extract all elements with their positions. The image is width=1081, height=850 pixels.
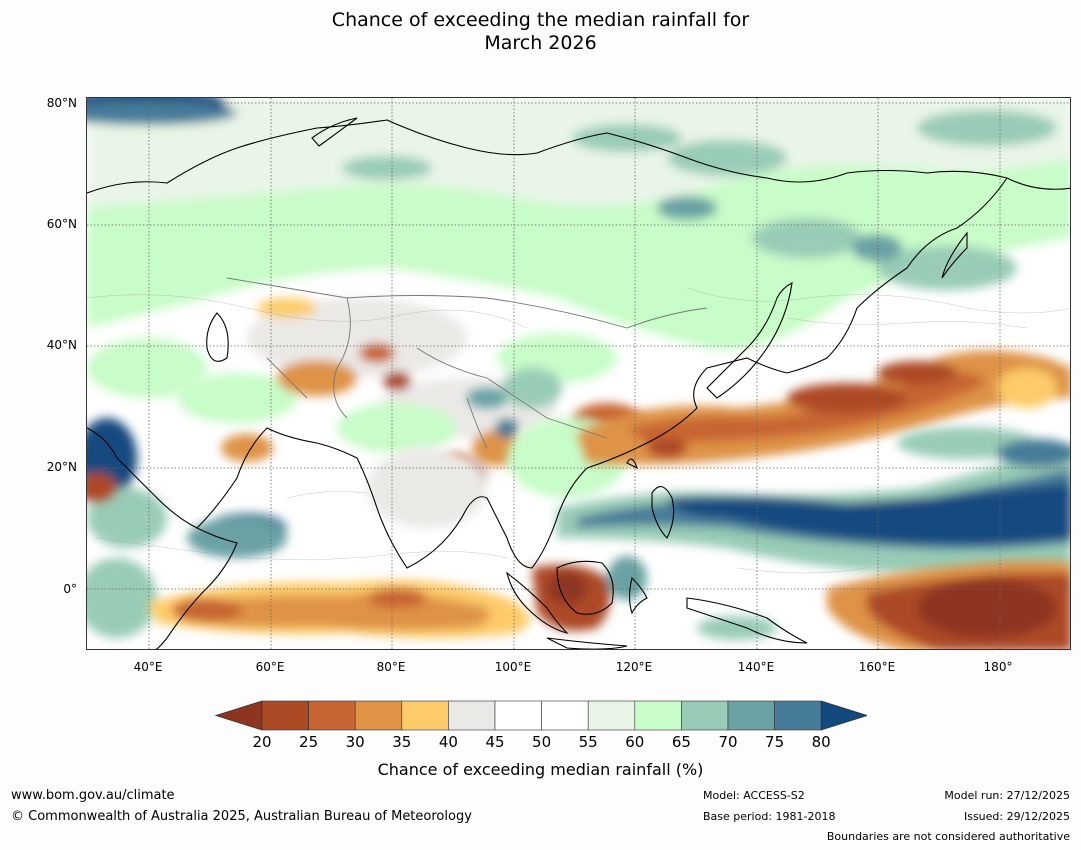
colorbar-extend-high	[820, 700, 867, 731]
lon-label-160e: 160°E	[858, 660, 896, 674]
equatorial-dry-band	[147, 556, 1070, 649]
colorbar-tick-label: 75	[765, 733, 785, 751]
colorbar-tick-label: 45	[485, 733, 505, 751]
colorbar-cell-55-60	[587, 700, 636, 731]
footer-model-run: Model run: 27/12/2025	[944, 789, 1070, 802]
tropical-wet-band	[557, 427, 1070, 575]
lon-label-80e: 80°E	[376, 660, 406, 674]
colorbar-tick-label: 80	[811, 733, 831, 751]
footer-base-period: Base period: 1981-2018	[703, 810, 836, 823]
map-svg	[87, 98, 1070, 649]
colorbar-tick-label: 25	[299, 733, 319, 751]
rainfall-map	[86, 97, 1071, 650]
arabia-region	[87, 338, 287, 638]
footer-issued: Issued: 29/12/2025	[963, 810, 1070, 823]
colorbar-tick-label: 35	[392, 733, 412, 751]
colorbar-tick-label: 40	[438, 733, 458, 751]
colorbar-cell-50-55	[541, 700, 589, 731]
lat-label-40n: 40°N	[46, 338, 77, 352]
lat-label-60n: 60°N	[46, 217, 77, 231]
colorbar-tick-label: 30	[345, 733, 365, 751]
subtropical-dry-band	[577, 350, 1070, 465]
colorbar-cell-30-35	[354, 700, 403, 731]
colorbar-cell-70-75	[727, 700, 775, 731]
northern-wet-region	[87, 98, 1070, 350]
footer-copyright: © Commonwealth of Australia 2025, Austra…	[11, 809, 472, 824]
colorbar-cell-60-65	[634, 700, 682, 731]
colorbar-cell-45-50	[494, 700, 542, 731]
lon-label-60e: 60°E	[255, 660, 285, 674]
footer-model: Model: ACCESS-S2	[703, 789, 805, 802]
contour-lines	[87, 287, 1070, 574]
country-borders	[226, 277, 708, 449]
colorbar-tick-label: 60	[625, 733, 645, 751]
colorbar-cell-35-40	[401, 700, 449, 731]
graticule	[87, 98, 1070, 649]
colorbar-title: Chance of exceeding median rainfall (%)	[377, 760, 704, 779]
lon-label-140e: 140°E	[737, 660, 775, 674]
colorbar	[215, 700, 867, 731]
colorbar-cell-40-45	[448, 700, 496, 731]
footer-website: www.bom.gov.au/climate	[11, 788, 175, 803]
colorbar-tick-label: 50	[532, 733, 552, 751]
coastlines	[87, 117, 1070, 649]
footer-disclaimer: Boundaries are not considered authoritat…	[826, 830, 1070, 843]
colorbar-cell-65-70	[681, 700, 729, 731]
lat-label-20n: 20°N	[46, 460, 77, 474]
colorbar-extend-low	[215, 700, 263, 731]
lon-label-180: 180°	[983, 660, 1013, 674]
chart-title-line2: March 2026	[484, 32, 597, 54]
colorbar-tick-label: 55	[578, 733, 598, 751]
lat-label-0: 0°	[63, 582, 77, 596]
chart-title-line1: Chance of exceeding the median rainfall …	[331, 9, 750, 31]
lon-label-40e: 40°E	[133, 660, 163, 674]
colorbar-tick-label: 65	[671, 733, 691, 751]
colorbar-cell-75-80	[774, 700, 822, 731]
chart-title: Chance of exceeding the median rainfall …	[0, 9, 1081, 55]
colorbar-cell-20-25	[261, 700, 309, 731]
lon-label-120e: 120°E	[615, 660, 653, 674]
colorbar-cell-25-30	[308, 700, 356, 731]
lon-label-100e: 100°E	[494, 660, 532, 674]
colorbar-tick-label: 70	[718, 733, 738, 751]
colorbar-tick-label: 20	[252, 733, 272, 751]
lat-label-80n: 80°N	[46, 96, 77, 110]
